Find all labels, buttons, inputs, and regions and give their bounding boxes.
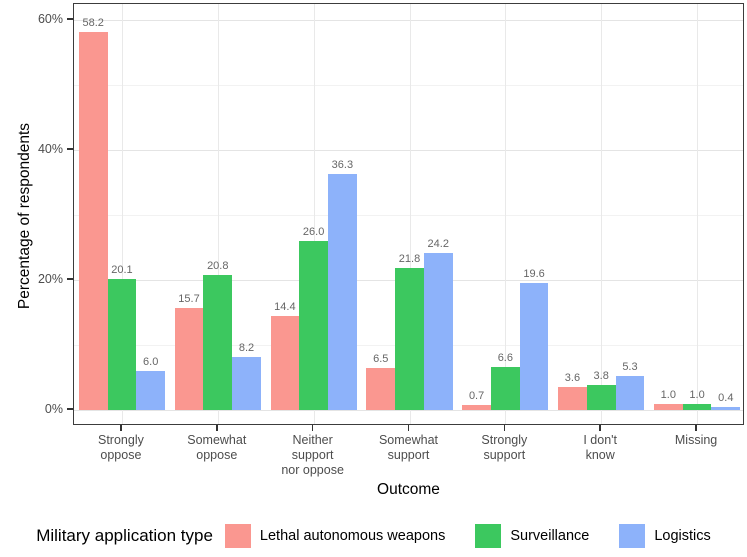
x-category-label: Strongly support	[481, 433, 528, 462]
bar	[299, 241, 328, 410]
bar-value-label: 58.2	[82, 16, 104, 29]
bar-value-label: 8.2	[238, 341, 255, 354]
major-gridline	[74, 20, 743, 21]
x-tick-mark	[599, 425, 601, 431]
x-category-label: Strongly oppose	[97, 433, 144, 462]
vertical-gridline	[217, 4, 219, 424]
y-tick-label: 20%	[37, 272, 63, 286]
legend-item-surveillance: Surveillance	[475, 524, 589, 548]
bar	[682, 403, 712, 410]
y-tick-label: 40%	[37, 142, 63, 156]
bar-value-label: 6.5	[373, 352, 389, 365]
bar-value-label: 1.0	[689, 388, 705, 401]
vertical-gridline	[409, 4, 411, 424]
vertical-gridline	[505, 4, 507, 424]
legend-item-logistics: Logistics	[619, 524, 711, 548]
x-tick-mark	[503, 425, 506, 431]
bar-value-label: 6.0	[143, 356, 159, 368]
bar-value-label: 26.0	[302, 226, 325, 238]
bar-value-label: 20.1	[111, 264, 133, 277]
vertical-gridline	[313, 4, 315, 424]
x-category-label: Missing	[674, 433, 718, 447]
vertical-gridline	[601, 4, 603, 424]
y-tick-mark	[67, 148, 73, 150]
bar	[366, 367, 396, 410]
x-category-label: I don't know	[583, 433, 618, 462]
x-category-label: Somewhat support	[378, 433, 439, 462]
legend-label: Logistics	[654, 528, 711, 544]
y-tick-mark	[67, 18, 73, 20]
bar-value-label: 36.3	[331, 159, 354, 172]
bar	[711, 407, 741, 410]
bar	[653, 403, 683, 410]
bar	[174, 307, 204, 410]
x-tick-mark	[216, 425, 218, 431]
bar-value-label: 0.4	[718, 392, 734, 405]
bar	[558, 386, 587, 410]
bar	[328, 174, 357, 410]
x-axis-title: Outcome	[377, 481, 440, 498]
bar	[586, 385, 616, 410]
bar	[519, 282, 549, 410]
bar	[203, 274, 233, 410]
bar	[136, 371, 166, 410]
bar-value-label: 20.8	[207, 259, 229, 272]
bar-value-label: 14.4	[274, 301, 296, 314]
bar	[490, 367, 520, 410]
bar	[423, 252, 453, 410]
y-axis-title: Percentage of respondents	[16, 122, 33, 310]
bar-value-label: 19.6	[523, 267, 545, 280]
vertical-gridline	[121, 4, 123, 424]
y-tick-mark	[67, 408, 73, 410]
bar	[462, 405, 491, 410]
minor-gridline	[74, 215, 743, 216]
legend-label: Surveillance	[510, 528, 590, 544]
bar-value-label: 3.8	[593, 370, 609, 383]
x-tick-mark	[311, 425, 314, 431]
major-gridline	[74, 150, 743, 151]
legend-swatch-surveillance	[475, 524, 502, 548]
legend: Military application type Lethal autonom…	[0, 518, 747, 554]
legend-item-lethal-autonomous-weapons: Lethal autonomous weapons	[224, 524, 446, 548]
bar	[270, 316, 300, 410]
legend-title: Military application type	[36, 526, 213, 545]
y-tick-mark	[67, 278, 73, 280]
bar-value-label: 3.6	[564, 371, 581, 384]
vertical-gridline	[697, 4, 699, 424]
bar-value-label: 5.3	[622, 360, 638, 373]
x-category-label: Somewhat oppose	[187, 433, 247, 462]
major-gridline	[74, 410, 743, 411]
bar-value-label: 6.6	[497, 352, 513, 365]
bar	[615, 375, 645, 410]
bar-value-label: 21.8	[398, 253, 421, 266]
x-tick-mark	[695, 425, 697, 431]
y-tick-label: 0%	[44, 402, 63, 416]
bar	[395, 268, 424, 410]
bar-value-label: 15.7	[178, 292, 200, 305]
x-tick-mark	[407, 425, 410, 431]
x-category-label: Neither support nor oppose	[281, 433, 344, 477]
bar-value-label: 24.2	[427, 237, 449, 250]
bar	[107, 279, 137, 410]
bar-value-label: 1.0	[660, 388, 676, 401]
legend-label: Lethal autonomous weapons	[259, 528, 446, 544]
minor-gridline	[74, 85, 743, 86]
x-tick-mark	[120, 425, 122, 431]
y-tick-label: 60%	[37, 12, 63, 26]
bar-value-label: 0.7	[468, 390, 485, 403]
legend-swatch-logistics	[619, 524, 646, 548]
plot-panel: 58.2 20.1 6.0 15.7 20.8 8.2 14.4 26.0 36.3 6.5 21.…	[73, 3, 744, 425]
bar	[78, 31, 108, 410]
legend-swatch-lethal-autonomous-weapons	[224, 524, 251, 548]
bar	[232, 356, 261, 410]
